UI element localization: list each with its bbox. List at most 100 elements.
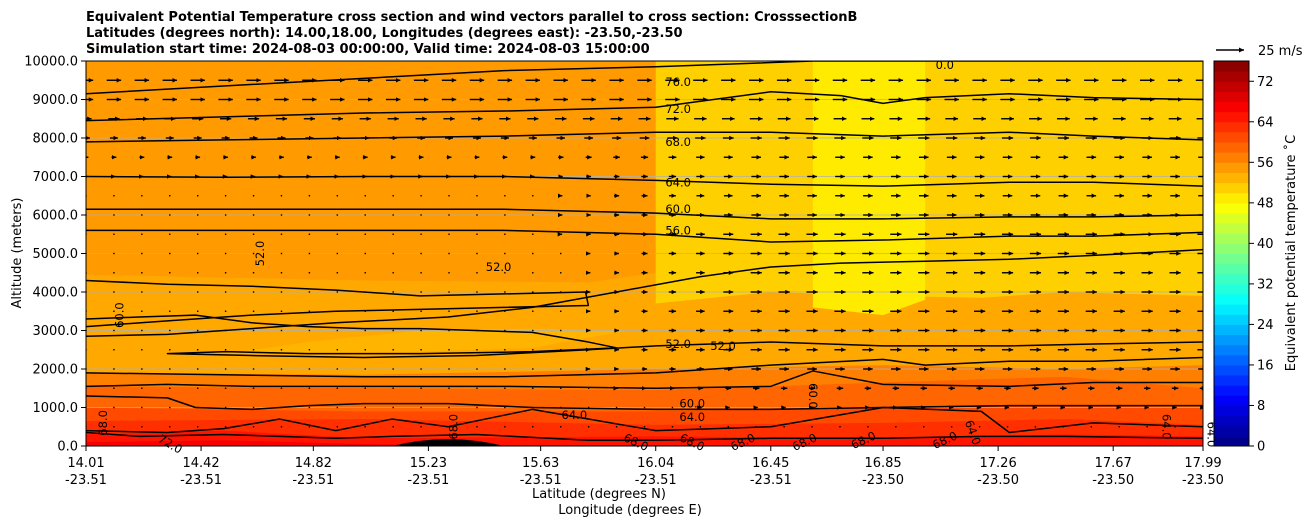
wind-vector-dot [224, 349, 227, 351]
wind-vector-dot [141, 233, 143, 235]
wind-vector-dot [420, 195, 422, 197]
wind-vector-dot [169, 387, 171, 389]
wind-vector-dot [560, 291, 562, 293]
wind-vector-dot [448, 272, 450, 274]
plot-area: 76.072.068.064.060.056.052.052.0 52.060.0… [85, 58, 1218, 457]
x-tick-lon-9: -23.50 [1092, 473, 1134, 488]
wind-vector-dot [504, 426, 506, 428]
colorbar-tick-label-9: 72 [1257, 75, 1274, 90]
colorbar-band-12 [1214, 375, 1249, 386]
wind-vector-dot [532, 329, 534, 332]
wind-vector-dot [532, 233, 534, 235]
wind-vector-dot [587, 406, 590, 409]
wind-vector-dot [308, 387, 311, 389]
colorbar-ticks: 0 8 16 24 32 40 48 56 64 72 [1249, 75, 1274, 455]
contour-label-2: 68.0 [665, 135, 691, 149]
wind-vector-dot [141, 291, 143, 293]
wind-vector-dot [169, 272, 171, 274]
y-tick-label-1: 1000.0 [33, 401, 79, 416]
contour-label-6: 52.0 [486, 260, 512, 274]
quiver-key-label: 25 m/s [1258, 44, 1303, 59]
wind-vector-dot [224, 426, 227, 428]
wind-vector-dot [364, 406, 366, 409]
wind-vector-dot [336, 291, 339, 293]
wind-vector-dot [476, 214, 478, 216]
wind-vector-dot [224, 272, 227, 274]
title-line-3: Simulation start time: 2024-08-03 00:00:… [86, 42, 650, 57]
wind-vector-dot [839, 426, 841, 428]
wind-vector-dot [364, 291, 366, 293]
wind-vector-dot [224, 214, 227, 216]
wind-vector-dot [895, 426, 897, 428]
wind-vector-dot [364, 368, 366, 370]
x-tick-lon-7: -23.50 [862, 473, 904, 488]
y-tick-label-7: 7000.0 [33, 170, 79, 185]
wind-vector-dot [197, 349, 199, 351]
wind-vector-dot [392, 272, 394, 274]
wind-vector-dot [448, 291, 450, 293]
contour-label-rot-0: 52.0 [253, 241, 267, 267]
wind-vector-dot [252, 310, 255, 312]
contour-line-0 [86, 61, 1203, 95]
wind-vector-dot [252, 368, 255, 370]
y-tick-label-4: 4000.0 [33, 286, 79, 301]
y-tick-label-6: 6000.0 [33, 209, 79, 224]
wind-vector-dot [504, 349, 506, 351]
colorbar-band-38 [1214, 243, 1249, 254]
wind-vector-dot [169, 426, 171, 428]
wind-vector-dot [587, 426, 590, 428]
colorbar-tick-label-2: 16 [1257, 358, 1274, 373]
wind-vector-dot [280, 233, 283, 235]
x-tick-lat-10: 17.99 [1184, 456, 1221, 471]
wind-vector-dot [420, 368, 422, 370]
wind-vector-dot [252, 291, 255, 293]
colorbar-band-68 [1214, 91, 1249, 103]
wind-vector-dot [252, 406, 255, 409]
contour-line-1 [86, 91, 1203, 122]
wind-vector-dot [336, 368, 339, 370]
wind-vector-dot [141, 252, 143, 255]
wind-vector-dot [224, 329, 227, 332]
wind-vector-dot [280, 426, 283, 428]
x-tick-lat-5: 16.04 [637, 456, 674, 471]
wind-vector-dot [141, 426, 143, 428]
wind-vector-dot [224, 291, 227, 293]
wind-vector-dot [504, 368, 506, 370]
colorbar-band-70 [1214, 81, 1249, 92]
y-tick-label-0: 0.0 [57, 440, 78, 455]
wind-vector-dot [867, 426, 869, 428]
x-tick-lon-6: -23.51 [750, 473, 792, 488]
wind-vector-dot [336, 214, 339, 216]
wind-vector-dot [671, 426, 674, 428]
wind-vector-dot [141, 349, 143, 351]
wind-vector-dot [587, 387, 590, 389]
colorbar-band-72 [1214, 71, 1249, 82]
y-tick-label-8: 8000.0 [33, 132, 79, 147]
wind-vector-dot [476, 195, 478, 197]
wind-vector-dot [615, 426, 618, 428]
colorbar-band-34 [1214, 263, 1249, 275]
colorbar-tick-label-4: 32 [1257, 277, 1274, 292]
wind-vector-dot [113, 291, 115, 293]
x-tick-lon-4: -23.51 [520, 473, 562, 488]
quiver-key: 25 m/s [1216, 44, 1303, 59]
wind-vector-dot [364, 426, 366, 428]
wind-vector-dot [420, 272, 422, 274]
x-axis: 14.01 -23.51 14.42 -23.51 14.82 -23.51 15.23 -2… [65, 446, 1224, 488]
x-axis-label-longitude: Longitude (degrees E) [558, 503, 702, 518]
wind-vector-dot [197, 233, 199, 235]
wind-vector-dot [308, 233, 311, 235]
y-axis-label: Altitude (meters) [10, 198, 25, 309]
wind-vector-dot [476, 387, 478, 389]
wind-vector-dot [280, 272, 283, 274]
colorbar-tick-label-5: 40 [1257, 237, 1274, 252]
wind-vector-dot [1090, 426, 1092, 428]
contour-line-12 [86, 406, 1203, 434]
wind-vector-dot [392, 214, 394, 216]
wind-vector-dot [476, 349, 478, 351]
colorbar-tick-label-6: 48 [1257, 196, 1274, 211]
wind-vector-dot [392, 195, 394, 197]
wind-vector-dot [336, 329, 339, 332]
colorbar-band-74 [1214, 61, 1249, 72]
colorbar-band-46 [1214, 202, 1249, 214]
